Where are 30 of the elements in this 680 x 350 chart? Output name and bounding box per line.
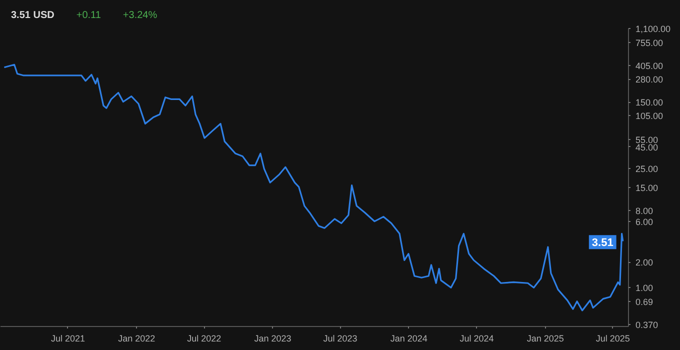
y-tick-label: 55.00 xyxy=(636,134,658,145)
y-tick-label: 25.00 xyxy=(636,164,658,174)
y-tick-label: 0.69 xyxy=(636,296,654,307)
x-tick-label: Jul 2025 xyxy=(596,334,630,344)
annotation: 3.51 xyxy=(592,237,614,250)
y-tick-label: 15.00 xyxy=(636,182,658,193)
y-tick-label: 280.00 xyxy=(636,74,664,85)
y-tick-label: 2.00 xyxy=(636,258,654,268)
text: 3.51 USD xyxy=(11,9,54,23)
text: +3.24% xyxy=(122,9,158,23)
x-tick-label: Jan 2025 xyxy=(526,334,564,344)
text: +0.11 xyxy=(76,9,101,23)
y-tick-label: 0.370 xyxy=(636,320,658,330)
x-tick-label: Jul 2023 xyxy=(323,334,358,344)
x-tick-label: Jan 2022 xyxy=(118,334,156,344)
line-series xyxy=(3,64,624,312)
y-tick-label: 755.00 xyxy=(636,38,664,48)
y-tick-label: 1,100.00 xyxy=(636,24,671,34)
x-tick-label: Jul 2024 xyxy=(460,334,494,344)
y-tick-label: 6.00 xyxy=(636,216,654,227)
y-tick-label: 105.00 xyxy=(636,110,664,121)
x-tick-label: Jan 2024 xyxy=(390,334,428,344)
x-tick-label: Jan 2023 xyxy=(254,334,292,344)
y-tick-label: 45.00 xyxy=(636,142,658,152)
y-tick-label: 8.00 xyxy=(636,206,654,216)
y-tick-label: 1.00 xyxy=(636,283,654,294)
x-tick-label: Jul 2022 xyxy=(187,334,222,344)
x-tick-label: Jul 2021 xyxy=(50,334,86,344)
y-tick-label: 405.00 xyxy=(636,60,664,71)
y-tick-label: 150.00 xyxy=(636,98,664,108)
